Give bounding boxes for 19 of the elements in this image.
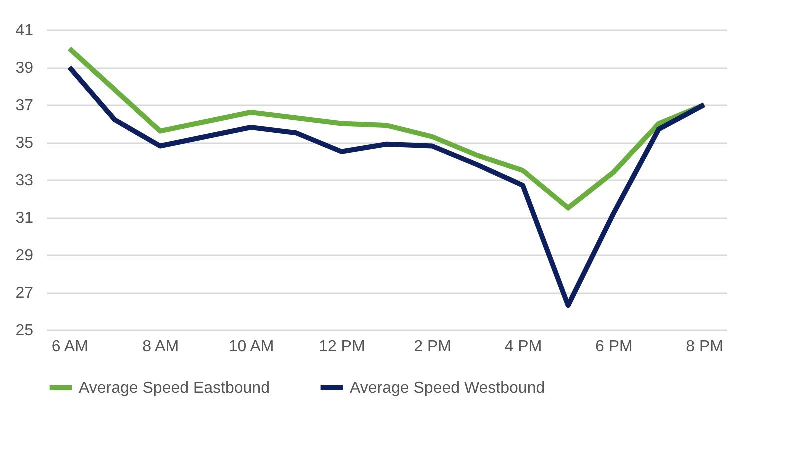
y-tick-label: 29 (16, 248, 34, 264)
y-tick-label: 35 (16, 135, 34, 152)
x-tick-label: 2 PM (414, 338, 452, 356)
x-tick-label: 8 AM (142, 338, 180, 356)
y-tick-label: 33 (16, 172, 34, 190)
y-tick-label: 25 (16, 322, 34, 340)
y-tick-label: 41 (16, 22, 34, 40)
x-tick-label: 6 AM (52, 338, 88, 356)
x-tick-label: 4 PM (504, 338, 542, 356)
x-tick-label: 8 PM (686, 338, 724, 356)
y-tick-label: 39 (16, 60, 34, 77)
y-tick-label: 31 (16, 210, 34, 227)
legend-label: Average Speed Eastbound (79, 380, 270, 397)
x-tick-label: 6 PM (595, 338, 633, 356)
x-tick-label: 10 AM (228, 338, 274, 356)
y-tick-label: 27 (16, 285, 34, 302)
legend-label: Average Speed Westbound (350, 380, 546, 397)
y-tick-label: 37 (16, 98, 34, 114)
x-tick-label: 12 PM (319, 338, 366, 356)
